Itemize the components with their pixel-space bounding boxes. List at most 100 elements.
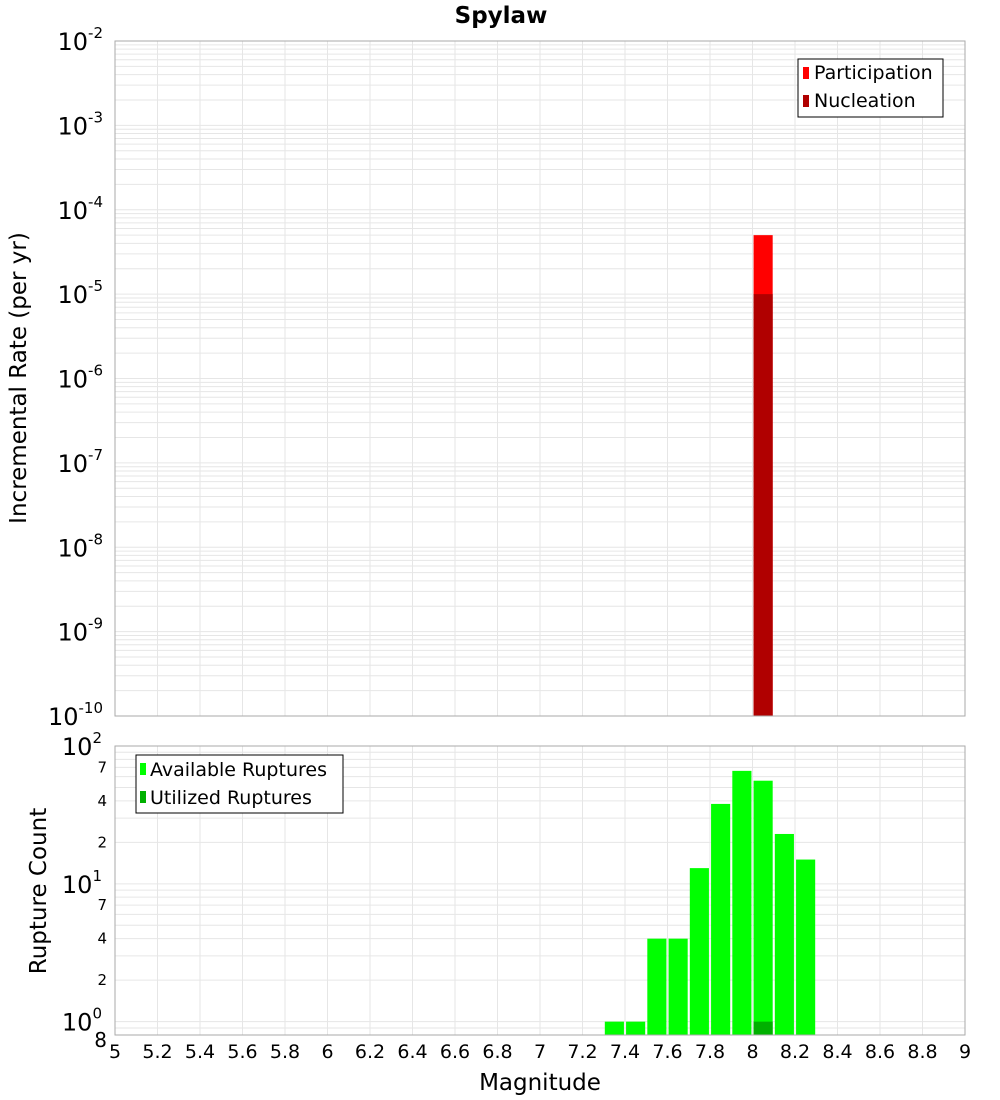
legend-swatch-participation (803, 67, 809, 79)
tick-base: 10 (57, 450, 88, 478)
top-y-tick-label: 10-10 (48, 699, 103, 731)
x-tick-label: 6 (321, 1041, 333, 1063)
x-tick-label: 6.6 (440, 1041, 470, 1063)
legend-label-utilized: Utilized Ruptures (150, 787, 312, 809)
available-ruptures-bar (689, 868, 709, 1035)
available-ruptures-bar (668, 938, 688, 1035)
x-tick-label: 7 (534, 1041, 546, 1063)
x-tick-label: 8.4 (822, 1041, 852, 1063)
top-y-tick-label: 10-7 (57, 446, 103, 478)
bottom-legend-box (135, 754, 344, 814)
x-tick-label: 6.2 (355, 1041, 385, 1063)
available-ruptures-bar (753, 780, 773, 1035)
top-gridlines (114, 41, 966, 717)
legend-label-nucleation: Nucleation (814, 90, 916, 112)
top-y-tick-label: 10-2 (57, 24, 103, 56)
tick-exponent: -8 (88, 530, 103, 548)
available-ruptures-bar (604, 1021, 624, 1035)
tick-base: 10 (57, 197, 88, 225)
tick-base: 10 (62, 733, 93, 761)
bottom-y-tick-label: 7 (97, 896, 107, 914)
tick-base: 10 (57, 28, 88, 56)
x-tick-label: 8.8 (907, 1041, 937, 1063)
x-tick-label: 9 (959, 1041, 971, 1063)
bottom-plot-frame (114, 745, 966, 1036)
x-tick-label: 5.8 (270, 1041, 300, 1063)
top-y-axis-label: Incremental Rate (per yr) (6, 232, 32, 524)
bottom-y-tick-label: 8 (94, 1028, 107, 1052)
bottom-y-tick-label: 102 (62, 729, 102, 761)
available-ruptures-bar (711, 803, 731, 1035)
tick-base: 10 (57, 112, 88, 140)
tick-base: 10 (57, 534, 88, 562)
tick-exponent: 1 (92, 867, 102, 885)
tick-base: 10 (57, 619, 88, 647)
legend-label-available: Available Ruptures (150, 759, 327, 781)
available-ruptures-bar (647, 938, 667, 1035)
tick-base: 10 (62, 1009, 93, 1037)
bottom-y-tick-label: 4 (97, 792, 107, 810)
top-legend-box (797, 58, 944, 118)
tick-exponent: -10 (79, 699, 104, 717)
tick-exponent: -5 (88, 277, 103, 295)
bottom-y-tick-label: 2 (97, 833, 107, 851)
tick-exponent: -6 (88, 362, 103, 380)
x-tick-label: 7.6 (652, 1041, 682, 1063)
top-y-tick-label: 10-6 (57, 362, 103, 394)
x-tick-label: 6.4 (397, 1041, 427, 1063)
bottom-bars (604, 770, 816, 1035)
tick-exponent: 2 (92, 729, 102, 747)
tick-base: 10 (57, 281, 88, 309)
top-y-tick-label: 10-5 (57, 277, 103, 309)
x-tick-label: 7.4 (610, 1041, 640, 1063)
bottom-y-axis-label: Rupture Count (26, 808, 52, 974)
x-tick-label: 8.6 (865, 1041, 895, 1063)
tick-exponent: -3 (88, 108, 103, 126)
chart-title: Spylaw (455, 3, 548, 29)
x-tick-label: 5.4 (185, 1041, 215, 1063)
x-tick-label: 8.2 (780, 1041, 810, 1063)
bottom-y-tick-label: 4 (97, 930, 107, 948)
x-tick-labels: 5 5.2 5.4 5.6 5.8 6 6.2 6.4 6.6 6.8 7 7.2 7.4 7.6 7.8 8… (109, 1041, 971, 1063)
bottom-y-tick-label: 100 (62, 1005, 102, 1037)
top-legend: Participation Nucleation (797, 58, 944, 118)
tick-exponent: 0 (92, 1005, 102, 1023)
x-tick-label: 5.6 (227, 1041, 257, 1063)
x-tick-label: 7.8 (695, 1041, 725, 1063)
top-y-tick-label: 10-3 (57, 108, 103, 140)
available-ruptures-bar (774, 833, 794, 1035)
nucleation-bar (753, 294, 773, 716)
utilized-ruptures-bar (753, 1021, 773, 1035)
bottom-y-tick-label: 101 (62, 867, 102, 899)
tick-exponent: -2 (88, 24, 103, 42)
available-ruptures-bar (796, 859, 816, 1035)
top-y-tick-label: 10-4 (57, 193, 103, 225)
tick-base: 10 (62, 871, 93, 899)
tick-base: 10 (57, 366, 88, 394)
top-plot-frame (114, 40, 966, 717)
top-y-tick-label: 10-9 (57, 615, 103, 647)
x-tick-label: 7.2 (567, 1041, 597, 1063)
tick-base: 10 (48, 703, 79, 731)
legend-swatch-utilized (140, 791, 146, 803)
legend-swatch-nucleation (803, 95, 809, 107)
bottom-legend: Available Ruptures Utilized Ruptures (135, 754, 344, 814)
bottom-y-tick-label: 7 (97, 758, 107, 776)
top-bars (753, 235, 773, 716)
x-tick-label: 5 (109, 1041, 121, 1063)
top-y-tick-label: 10-8 (57, 530, 103, 562)
x-tick-label: 5.2 (142, 1041, 172, 1063)
tick-exponent: -9 (88, 615, 103, 633)
legend-swatch-available (140, 763, 146, 775)
legend-label-participation: Participation (814, 62, 933, 84)
x-axis-label: Magnitude (479, 1070, 601, 1096)
bottom-y-tick-label: 2 (97, 971, 107, 989)
x-tick-label: 6.8 (482, 1041, 512, 1063)
available-ruptures-bar (732, 770, 752, 1035)
tick-exponent: -4 (88, 193, 103, 211)
